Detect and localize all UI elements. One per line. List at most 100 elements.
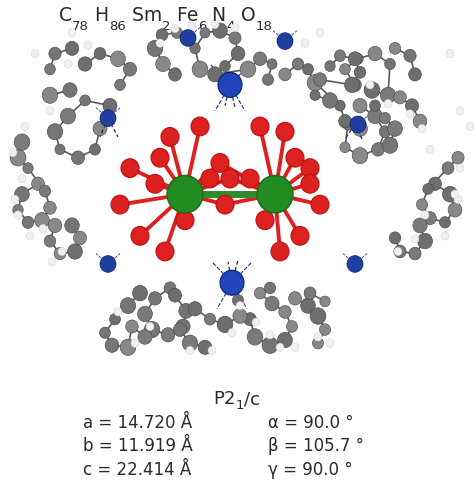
Circle shape xyxy=(406,110,414,118)
Circle shape xyxy=(265,297,279,310)
Circle shape xyxy=(438,215,452,230)
Circle shape xyxy=(73,231,87,245)
Circle shape xyxy=(52,141,68,157)
Circle shape xyxy=(39,224,47,233)
Circle shape xyxy=(168,288,182,303)
Circle shape xyxy=(414,197,429,212)
Circle shape xyxy=(170,25,184,40)
Circle shape xyxy=(61,109,75,124)
Circle shape xyxy=(218,59,232,73)
Circle shape xyxy=(383,138,397,152)
Circle shape xyxy=(291,227,309,245)
Circle shape xyxy=(353,98,367,113)
Circle shape xyxy=(58,248,66,255)
Circle shape xyxy=(9,148,17,157)
Circle shape xyxy=(48,47,62,61)
Circle shape xyxy=(426,145,434,154)
Circle shape xyxy=(311,309,325,323)
Circle shape xyxy=(45,235,55,247)
Text: 6: 6 xyxy=(198,20,207,33)
Circle shape xyxy=(211,154,229,172)
Circle shape xyxy=(264,56,280,72)
Circle shape xyxy=(286,148,304,167)
Circle shape xyxy=(451,190,459,198)
Circle shape xyxy=(31,176,46,191)
Circle shape xyxy=(314,333,322,341)
Circle shape xyxy=(319,323,331,336)
Text: 1: 1 xyxy=(236,399,245,412)
Circle shape xyxy=(368,99,382,113)
Circle shape xyxy=(309,89,321,102)
Circle shape xyxy=(423,184,433,194)
Circle shape xyxy=(395,92,405,103)
Circle shape xyxy=(177,321,189,332)
Circle shape xyxy=(252,318,260,326)
Circle shape xyxy=(190,303,201,314)
Circle shape xyxy=(231,23,239,32)
Circle shape xyxy=(316,29,324,37)
Circle shape xyxy=(150,293,160,304)
Circle shape xyxy=(301,159,319,178)
Circle shape xyxy=(121,299,135,312)
Circle shape xyxy=(266,331,274,339)
Circle shape xyxy=(216,195,234,214)
Text: 18: 18 xyxy=(255,20,273,33)
Circle shape xyxy=(138,307,152,321)
Circle shape xyxy=(148,42,162,55)
Circle shape xyxy=(444,188,456,200)
Circle shape xyxy=(313,72,328,87)
Circle shape xyxy=(355,67,365,78)
Circle shape xyxy=(241,169,259,188)
Circle shape xyxy=(249,331,261,343)
Circle shape xyxy=(394,246,405,257)
Circle shape xyxy=(212,22,228,39)
Circle shape xyxy=(22,162,34,175)
Circle shape xyxy=(388,41,402,56)
Circle shape xyxy=(16,135,28,149)
Circle shape xyxy=(309,76,321,89)
Circle shape xyxy=(381,88,395,103)
Text: N: N xyxy=(207,6,227,25)
Circle shape xyxy=(11,151,25,165)
Text: β = 105.7 °: β = 105.7 ° xyxy=(268,437,364,455)
Circle shape xyxy=(317,293,333,310)
Circle shape xyxy=(121,340,135,355)
Text: H: H xyxy=(89,6,109,25)
Circle shape xyxy=(322,93,337,108)
Circle shape xyxy=(54,247,66,260)
Circle shape xyxy=(340,117,356,132)
Circle shape xyxy=(324,60,336,72)
Circle shape xyxy=(198,340,212,355)
Text: Sm: Sm xyxy=(126,6,162,25)
Circle shape xyxy=(39,185,51,197)
Circle shape xyxy=(176,211,194,230)
Circle shape xyxy=(350,116,366,133)
Circle shape xyxy=(131,227,149,245)
Circle shape xyxy=(394,248,402,255)
Circle shape xyxy=(201,169,219,188)
Circle shape xyxy=(456,164,464,172)
Circle shape xyxy=(277,66,293,82)
Circle shape xyxy=(15,186,29,202)
Circle shape xyxy=(280,334,290,346)
Circle shape xyxy=(408,66,422,82)
Circle shape xyxy=(64,217,80,234)
Text: 78: 78 xyxy=(72,20,89,33)
Text: 86: 86 xyxy=(109,20,126,33)
Circle shape xyxy=(45,90,55,101)
Circle shape xyxy=(338,62,352,76)
Circle shape xyxy=(271,242,289,261)
Circle shape xyxy=(79,58,91,70)
Circle shape xyxy=(251,117,269,136)
Circle shape xyxy=(264,282,276,294)
Text: γ = 90.0 °: γ = 90.0 ° xyxy=(268,461,353,479)
Circle shape xyxy=(100,255,116,272)
Circle shape xyxy=(31,50,39,58)
Circle shape xyxy=(14,211,22,219)
Text: 2: 2 xyxy=(162,20,171,33)
Circle shape xyxy=(231,46,245,61)
Text: O: O xyxy=(235,6,255,25)
Circle shape xyxy=(192,61,208,77)
Circle shape xyxy=(68,245,82,258)
Circle shape xyxy=(236,302,244,310)
